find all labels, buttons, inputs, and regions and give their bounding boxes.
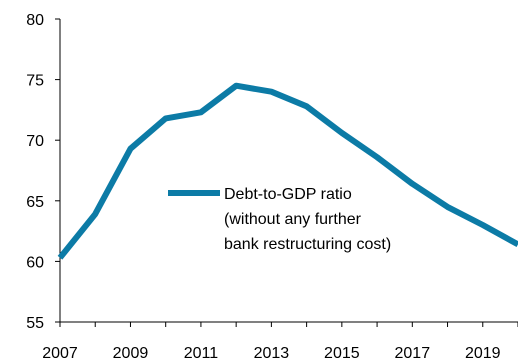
y-tick-label-80: 80 (26, 12, 44, 29)
x-tick-label-2007: 2007 (42, 345, 78, 362)
x-tick-label-2019: 2019 (465, 345, 501, 362)
legend-label-line-0: Debt-to-GDP ratio (224, 186, 352, 203)
series-group (57, 82, 518, 260)
legend-label-line-2: bank restructuring cost) (224, 236, 391, 253)
y-tick-label-60: 60 (26, 254, 44, 271)
legend: Debt-to-GDP ratio (without any further ban… (168, 186, 391, 253)
y-tick-label-65: 65 (26, 194, 44, 211)
x-axis-ticks: 2007 2009 2011 2013 2015 2017 2019 (42, 322, 518, 362)
y-axis-ticks: 55 60 65 70 75 80 (26, 12, 60, 332)
x-tick-label-2009: 2009 (113, 345, 149, 362)
x-tick-label-2013: 2013 (254, 345, 290, 362)
legend-label-line-1: (without any further (224, 211, 362, 228)
y-tick-label-75: 75 (26, 73, 44, 90)
y-tick-label-70: 70 (26, 133, 44, 150)
x-tick-label-2011: 2011 (184, 345, 219, 362)
axes (59, 19, 518, 323)
y-tick-label-55: 55 (26, 315, 44, 332)
legend-label: Debt-to-GDP ratio (without any further ban… (224, 186, 391, 253)
series-line-0 (57, 82, 518, 260)
x-tick-label-2017: 2017 (395, 345, 431, 362)
x-tick-label-2015: 2015 (324, 345, 360, 362)
